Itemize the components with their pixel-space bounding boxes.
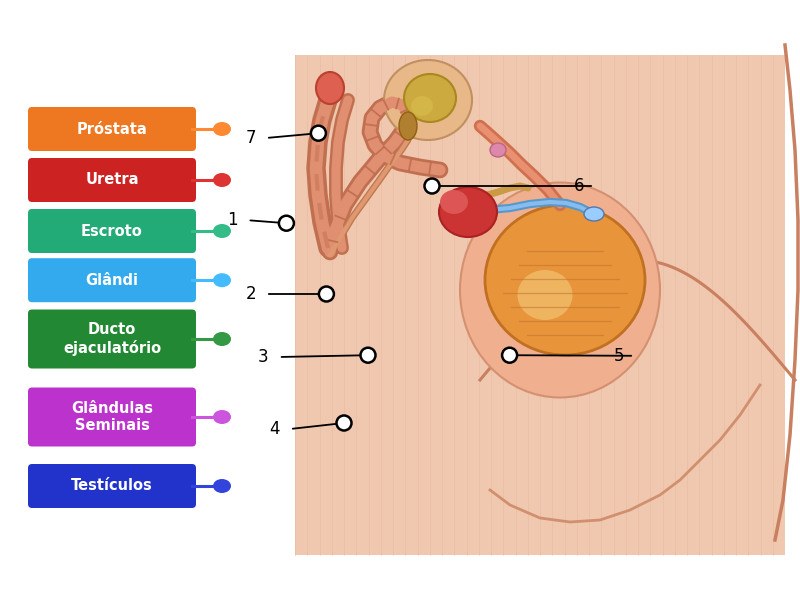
Text: 3: 3 xyxy=(258,348,269,366)
FancyBboxPatch shape xyxy=(28,464,196,508)
Text: Glândi: Glândi xyxy=(86,272,138,287)
Ellipse shape xyxy=(518,270,573,320)
FancyBboxPatch shape xyxy=(28,158,196,202)
Text: Glândulas
Seminais: Glândulas Seminais xyxy=(71,401,153,433)
Ellipse shape xyxy=(213,332,231,346)
FancyBboxPatch shape xyxy=(28,258,196,302)
Text: Ducto
ejaculatório: Ducto ejaculatório xyxy=(63,322,161,356)
Circle shape xyxy=(361,348,375,362)
Bar xyxy=(295,55,785,555)
Ellipse shape xyxy=(384,60,472,140)
Ellipse shape xyxy=(584,207,604,221)
Ellipse shape xyxy=(213,173,231,187)
Circle shape xyxy=(279,215,294,230)
Ellipse shape xyxy=(411,96,433,116)
Ellipse shape xyxy=(490,143,506,157)
Text: Próstata: Próstata xyxy=(77,121,147,136)
Circle shape xyxy=(502,348,517,362)
FancyBboxPatch shape xyxy=(28,310,196,368)
Text: 6: 6 xyxy=(574,177,584,195)
Ellipse shape xyxy=(485,205,645,355)
Text: Uretra: Uretra xyxy=(86,173,138,187)
Text: 4: 4 xyxy=(270,420,280,438)
Ellipse shape xyxy=(399,112,417,140)
Ellipse shape xyxy=(316,72,344,104)
Ellipse shape xyxy=(213,273,231,287)
Text: 7: 7 xyxy=(246,129,256,147)
Ellipse shape xyxy=(439,187,497,237)
FancyBboxPatch shape xyxy=(28,209,196,253)
Ellipse shape xyxy=(404,74,456,122)
Circle shape xyxy=(337,415,351,431)
Ellipse shape xyxy=(213,410,231,424)
Text: 1: 1 xyxy=(227,211,238,229)
Ellipse shape xyxy=(213,122,231,136)
FancyBboxPatch shape xyxy=(28,107,196,151)
Circle shape xyxy=(311,125,326,140)
Circle shape xyxy=(319,286,334,301)
Ellipse shape xyxy=(460,182,660,397)
Ellipse shape xyxy=(213,479,231,493)
Text: 5: 5 xyxy=(614,347,624,365)
Circle shape xyxy=(425,179,439,193)
Text: Escroto: Escroto xyxy=(81,223,143,238)
Text: 2: 2 xyxy=(246,285,256,303)
Ellipse shape xyxy=(213,224,231,238)
Ellipse shape xyxy=(440,190,468,214)
FancyBboxPatch shape xyxy=(28,388,196,446)
Text: Testículos: Testículos xyxy=(71,479,153,493)
